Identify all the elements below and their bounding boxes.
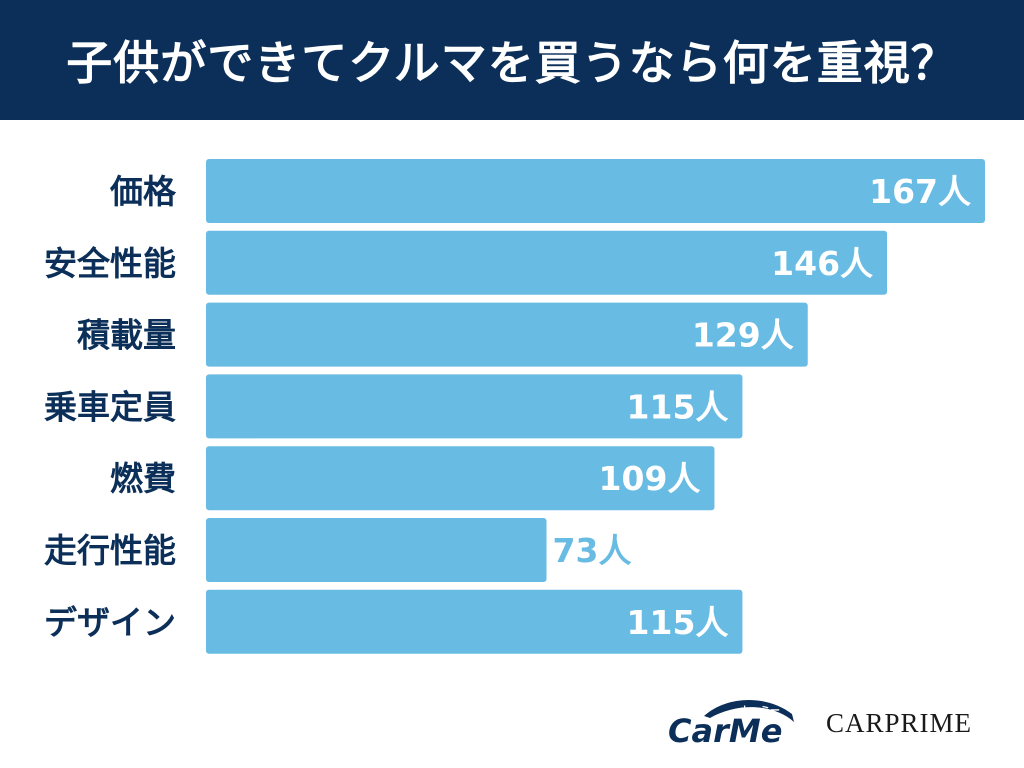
chart-title: 子供ができてクルマを買うなら何を重視？ <box>66 36 958 90</box>
category-label: デザイン <box>44 603 176 642</box>
bar <box>206 159 985 223</box>
value-label: 129人 <box>692 316 794 355</box>
bar <box>206 446 715 511</box>
value-label: 115人 <box>627 603 729 642</box>
carprime-logo-text: CARPRIME <box>826 708 973 738</box>
value-label: 109人 <box>599 459 701 498</box>
category-label: 安全性能 <box>44 244 176 283</box>
carme-logo: カーミー CarMe <box>668 699 794 748</box>
bar <box>206 230 888 295</box>
bar <box>206 589 743 654</box>
carme-logo-small-text: カーミー <box>740 705 780 717</box>
bar <box>206 518 547 582</box>
value-label: 167人 <box>869 172 971 211</box>
value-label: 146人 <box>771 244 873 283</box>
category-label: 燃費 <box>110 459 176 498</box>
category-label: 積載量 <box>77 316 176 355</box>
carme-logo-main-text: CarMe <box>668 712 782 748</box>
chart-title-banner: 子供ができてクルマを買うなら何を重視？ <box>0 0 1024 120</box>
category-label: 乗車定員 <box>44 387 176 426</box>
value-label: 115人 <box>627 387 729 426</box>
bar <box>206 302 808 367</box>
carme-logo-swoosh <box>704 699 794 722</box>
carprime-logo: CARPRIME <box>826 708 972 739</box>
category-label: 走行性能 <box>44 531 176 570</box>
value-label: 73人 <box>553 531 632 570</box>
category-label: 価格 <box>109 172 177 211</box>
bar <box>206 374 743 439</box>
